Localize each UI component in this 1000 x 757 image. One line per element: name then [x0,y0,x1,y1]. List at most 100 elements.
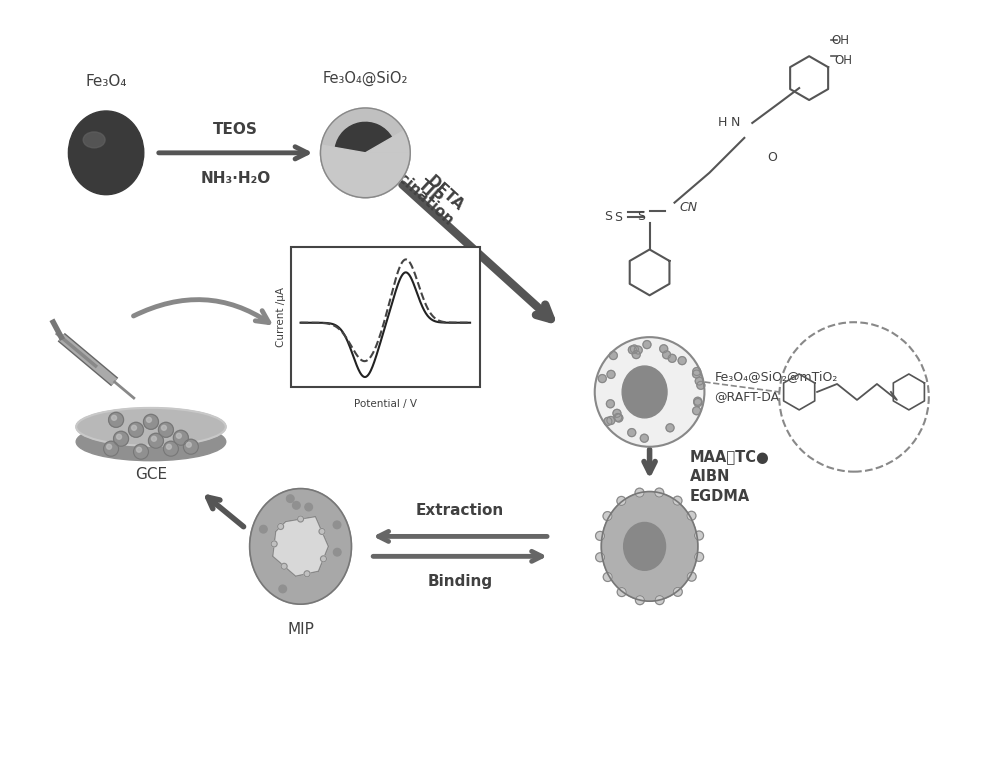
Wedge shape [321,145,410,198]
Text: N: N [730,117,740,129]
Text: NH₃·H₂O: NH₃·H₂O [201,171,271,185]
Ellipse shape [601,491,698,601]
Circle shape [673,587,682,597]
Circle shape [655,488,664,497]
Circle shape [320,556,326,562]
Circle shape [146,417,151,422]
Circle shape [163,441,178,456]
Circle shape [260,525,267,533]
Text: Potential / V: Potential / V [354,399,417,409]
Text: O: O [767,151,777,164]
Text: CN: CN [680,201,698,214]
Circle shape [278,524,284,529]
Circle shape [628,346,636,354]
Circle shape [286,495,294,503]
Circle shape [660,344,668,353]
Circle shape [281,563,287,569]
Circle shape [132,425,137,430]
Text: @RAFT-DA: @RAFT-DA [714,391,780,403]
Circle shape [694,398,702,407]
Circle shape [298,516,304,522]
Circle shape [632,350,640,359]
Circle shape [176,433,181,438]
Circle shape [137,447,141,452]
Circle shape [319,528,325,534]
Text: GCE: GCE [135,466,167,481]
Circle shape [271,541,277,547]
Circle shape [173,430,188,445]
Circle shape [687,511,696,520]
Circle shape [693,370,701,378]
Circle shape [666,424,674,431]
Circle shape [186,442,191,447]
Circle shape [606,400,614,408]
Circle shape [630,345,638,353]
Circle shape [607,416,615,425]
Polygon shape [273,516,328,576]
Ellipse shape [624,522,666,570]
Ellipse shape [68,111,144,195]
Circle shape [694,397,702,405]
Text: Fe₃O₄@SiO₂: Fe₃O₄@SiO₂ [323,71,408,86]
Circle shape [117,435,122,439]
Text: TIP: TIP [415,177,445,207]
Circle shape [333,548,341,556]
Circle shape [114,431,129,446]
Text: Fe₃O₄@SiO₂@mTiO₂: Fe₃O₄@SiO₂@mTiO₂ [714,370,838,384]
Ellipse shape [321,108,410,198]
Circle shape [695,553,704,562]
Circle shape [333,521,341,528]
Circle shape [635,596,644,605]
Ellipse shape [76,423,226,461]
Circle shape [129,422,143,438]
Ellipse shape [250,488,351,604]
Circle shape [617,497,626,506]
Circle shape [598,375,606,382]
Circle shape [604,417,612,425]
Circle shape [596,531,605,540]
Circle shape [148,433,163,448]
Ellipse shape [83,132,105,148]
FancyBboxPatch shape [291,248,480,387]
Text: Extraction: Extraction [416,503,504,519]
Text: OH: OH [834,54,852,67]
Circle shape [655,596,664,605]
Circle shape [305,503,312,511]
Circle shape [695,531,704,540]
Circle shape [643,341,651,348]
Circle shape [336,123,395,182]
Circle shape [617,587,626,597]
Circle shape [673,497,682,505]
Text: TEOS: TEOS [213,122,258,137]
Circle shape [695,377,703,385]
Circle shape [603,512,612,521]
Circle shape [166,444,171,449]
Text: Current /μA: Current /μA [276,287,286,347]
Circle shape [161,425,166,430]
Circle shape [158,422,173,438]
Circle shape [279,585,286,593]
Circle shape [595,337,704,447]
Circle shape [596,553,605,562]
Circle shape [693,368,701,375]
Ellipse shape [622,366,667,418]
Circle shape [134,444,148,459]
Circle shape [304,571,310,577]
Text: Binding: Binding [428,575,493,589]
Wedge shape [320,153,410,198]
Circle shape [603,572,612,581]
Circle shape [687,572,696,581]
Circle shape [107,444,112,449]
Circle shape [697,382,705,389]
Circle shape [109,413,124,427]
Circle shape [635,488,644,497]
Text: Calcination: Calcination [375,153,456,228]
Circle shape [615,414,623,422]
Text: EGDMA: EGDMA [689,489,750,504]
Text: OH: OH [831,34,849,47]
Circle shape [151,436,156,441]
Circle shape [104,441,119,456]
Circle shape [634,346,642,354]
Circle shape [663,350,671,359]
Text: DETA: DETA [424,173,466,214]
